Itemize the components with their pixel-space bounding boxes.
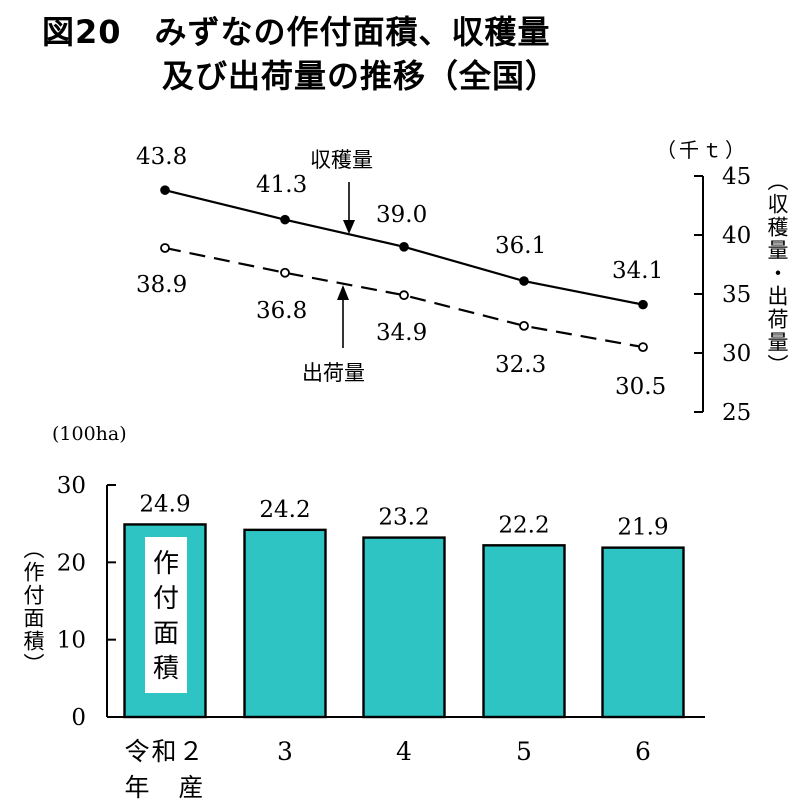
harvest-data-label: 41.3: [256, 172, 307, 198]
bar-y-unit: (100ha): [52, 423, 127, 445]
x-tick-label: 4: [396, 737, 412, 766]
x-tick-label: 令和２: [124, 737, 205, 766]
bar-y-tick-label: 30: [57, 473, 86, 499]
bar-y-tick-label: 0: [71, 705, 86, 731]
bar-data-label: 23.2: [378, 505, 429, 531]
harvest-arrow-head: [343, 220, 355, 234]
bar-data-label: 24.2: [259, 497, 310, 523]
line-y-tick-label: 35: [722, 282, 751, 308]
x-tick-label: 3: [277, 737, 293, 766]
bar-data-label: 21.9: [617, 515, 668, 541]
line-y-unit: （千ｔ）: [656, 138, 748, 162]
harvest-data-label: 39.0: [376, 202, 427, 228]
bar-data-label: 24.9: [139, 491, 190, 517]
harvest-point: [638, 299, 648, 310]
series-line-shipment: [164, 246, 644, 349]
shipment-point: [638, 342, 648, 353]
series-name-char: 作: [153, 549, 179, 579]
x-tick-label: 年 産: [124, 773, 205, 802]
bar: [243, 528, 327, 719]
harvest-point: [399, 242, 409, 252]
bar-y-tick-label: 20: [57, 550, 86, 576]
bar-data-label: 22.2: [498, 512, 549, 538]
line-y-tick-label: 30: [722, 341, 751, 367]
harvest-annotation: 収穫量: [310, 148, 373, 172]
shipment-point: [280, 267, 290, 278]
bar-y-axis-label: （作付面積）: [21, 538, 45, 676]
harvest-data-label: 34.1: [612, 258, 663, 284]
shipment-data-label: 34.9: [376, 320, 427, 346]
series-name-char: 面: [153, 619, 179, 649]
line-y-tick-label: 45: [722, 164, 751, 190]
bar: [482, 544, 566, 719]
bar-chart: (100ha) 30 20 10 0 24.9 24.2 23.2 22.2 21.9 作付面積令和…: [52, 423, 705, 802]
harvest-point: [280, 214, 290, 225]
shipment-annotation: 出荷量: [302, 361, 365, 385]
title-line-1: 図20 みずなの作付面積、収穫量: [42, 13, 551, 51]
x-tick-label: 5: [516, 737, 532, 766]
line-y-tick-label: 40: [722, 223, 751, 249]
harvest-point: [519, 276, 529, 286]
shipment-data-label: 30.5: [615, 374, 666, 400]
harvest-data-label: 36.1: [495, 233, 546, 259]
shipment-data-label: 38.9: [136, 272, 187, 298]
series-name-box: [145, 537, 187, 693]
chart-title: 図20 みずなの作付面積、収穫量 及び出荷量の推移（全国）: [42, 10, 558, 98]
harvest-data-label: 43.8: [136, 144, 187, 170]
series-name-char: 付: [153, 584, 179, 614]
bar-y-tick-label: 10: [57, 628, 86, 654]
bar: [601, 546, 685, 719]
line-chart: 45 40 35 30 25 （千ｔ） 43.8 41.3 39.0 36.1 34.1 38.9 36…: [136, 138, 751, 426]
shipment-data-label: 32.3: [495, 352, 546, 378]
line-y-axis-label: （収穫量・出荷量）: [765, 170, 789, 377]
series-name-char: 積: [153, 654, 179, 684]
bar: [362, 536, 446, 719]
shipment-arrow-head: [337, 285, 349, 300]
title-line-2: 及び出荷量の推移（全国）: [162, 57, 559, 95]
shipment-point: [399, 290, 409, 301]
x-tick-label: 6: [635, 737, 651, 766]
shipment-point: [519, 320, 529, 331]
shipment-point: [160, 243, 170, 253]
shipment-data-label: 36.8: [256, 298, 307, 324]
harvest-point: [160, 185, 170, 195]
line-y-tick-label: 25: [722, 400, 751, 426]
